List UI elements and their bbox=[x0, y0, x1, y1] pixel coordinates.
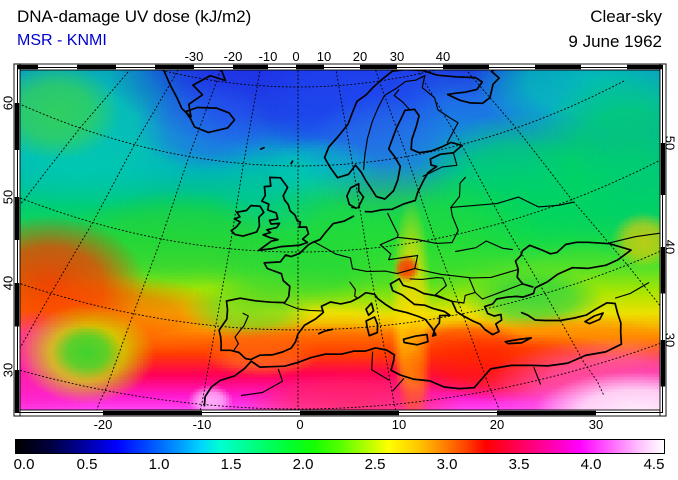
data-source-label: MSR - KNMI bbox=[17, 32, 107, 49]
date-label: 9 June 1962 bbox=[568, 32, 662, 51]
left-tick-label: 60 bbox=[0, 95, 16, 111]
right-tick-label: 50 bbox=[662, 135, 678, 151]
colorbar-value-label: 1.0 bbox=[148, 456, 170, 473]
top-tick-label: -10 bbox=[258, 49, 278, 64]
top-tick-label: 30 bbox=[389, 49, 405, 64]
colorbar-value-label: 3.5 bbox=[508, 456, 530, 473]
left-tick-label: 30 bbox=[0, 362, 16, 378]
bottom-tick-label: 30 bbox=[588, 417, 604, 432]
page-title: DNA-damage UV dose (kJ/m2) bbox=[17, 7, 252, 26]
bottom-tick-label: 10 bbox=[391, 417, 407, 432]
colorbar-value-label: 2.5 bbox=[364, 456, 386, 473]
colorbar-value-label: 4.5 bbox=[643, 456, 665, 473]
bottom-tick-label: -10 bbox=[192, 417, 212, 432]
colorbar-value-label: 0.5 bbox=[76, 456, 98, 473]
top-tick-label: 40 bbox=[435, 49, 451, 64]
bottom-tick-label: -20 bbox=[93, 417, 113, 432]
left-tick-label: 40 bbox=[0, 275, 16, 291]
bottom-tick-label: 0 bbox=[296, 417, 304, 432]
top-tick-label: -30 bbox=[184, 49, 204, 64]
sky-condition-label: Clear-sky bbox=[590, 7, 662, 26]
top-tick-label: 20 bbox=[352, 49, 368, 64]
colorbar-value-label: 3.0 bbox=[436, 456, 458, 473]
left-tick-label: 50 bbox=[0, 189, 16, 205]
uv-field-canvas bbox=[17, 67, 663, 413]
europe-uv-map bbox=[13, 63, 667, 417]
top-tick-label: -20 bbox=[223, 49, 243, 64]
colorbar-value-label: 2.0 bbox=[292, 456, 314, 473]
colorbar-value-label: 0.0 bbox=[13, 456, 35, 473]
right-tick-label: 40 bbox=[662, 239, 678, 255]
bottom-tick-label: 20 bbox=[489, 417, 505, 432]
top-tick-label: 10 bbox=[316, 49, 332, 64]
colorbar-value-label: 1.5 bbox=[220, 456, 242, 473]
top-tick-label: 0 bbox=[292, 49, 300, 64]
colorbar-value-label: 4.0 bbox=[580, 456, 602, 473]
right-tick-label: 30 bbox=[662, 332, 678, 348]
colorbar bbox=[15, 439, 665, 454]
